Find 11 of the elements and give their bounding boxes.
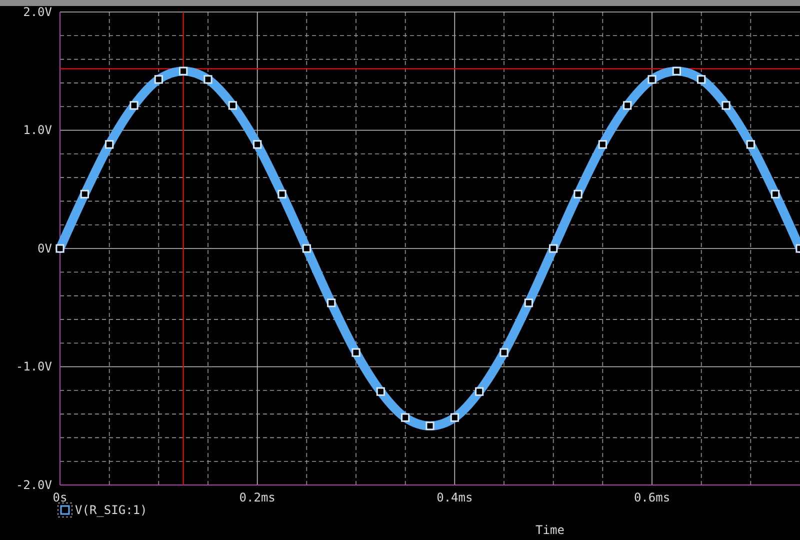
y-tick-label: 0V: [38, 241, 52, 256]
x-tick-label: 0.6ms: [634, 490, 670, 505]
y-tick-label: 2.0V: [23, 4, 52, 19]
legend-label: V(R_SIG:1): [75, 503, 148, 517]
y-tick-label: -2.0V: [16, 478, 52, 492]
x-tick-label: 0.4ms: [436, 490, 473, 505]
x-tick-label: 0.2ms: [239, 490, 276, 505]
x-axis-title: Time: [536, 523, 564, 537]
y-tick-label: -1.0V: [16, 360, 52, 374]
x-tick-label: 0s: [52, 490, 68, 505]
y-tick-label: 1.0V: [23, 123, 52, 138]
